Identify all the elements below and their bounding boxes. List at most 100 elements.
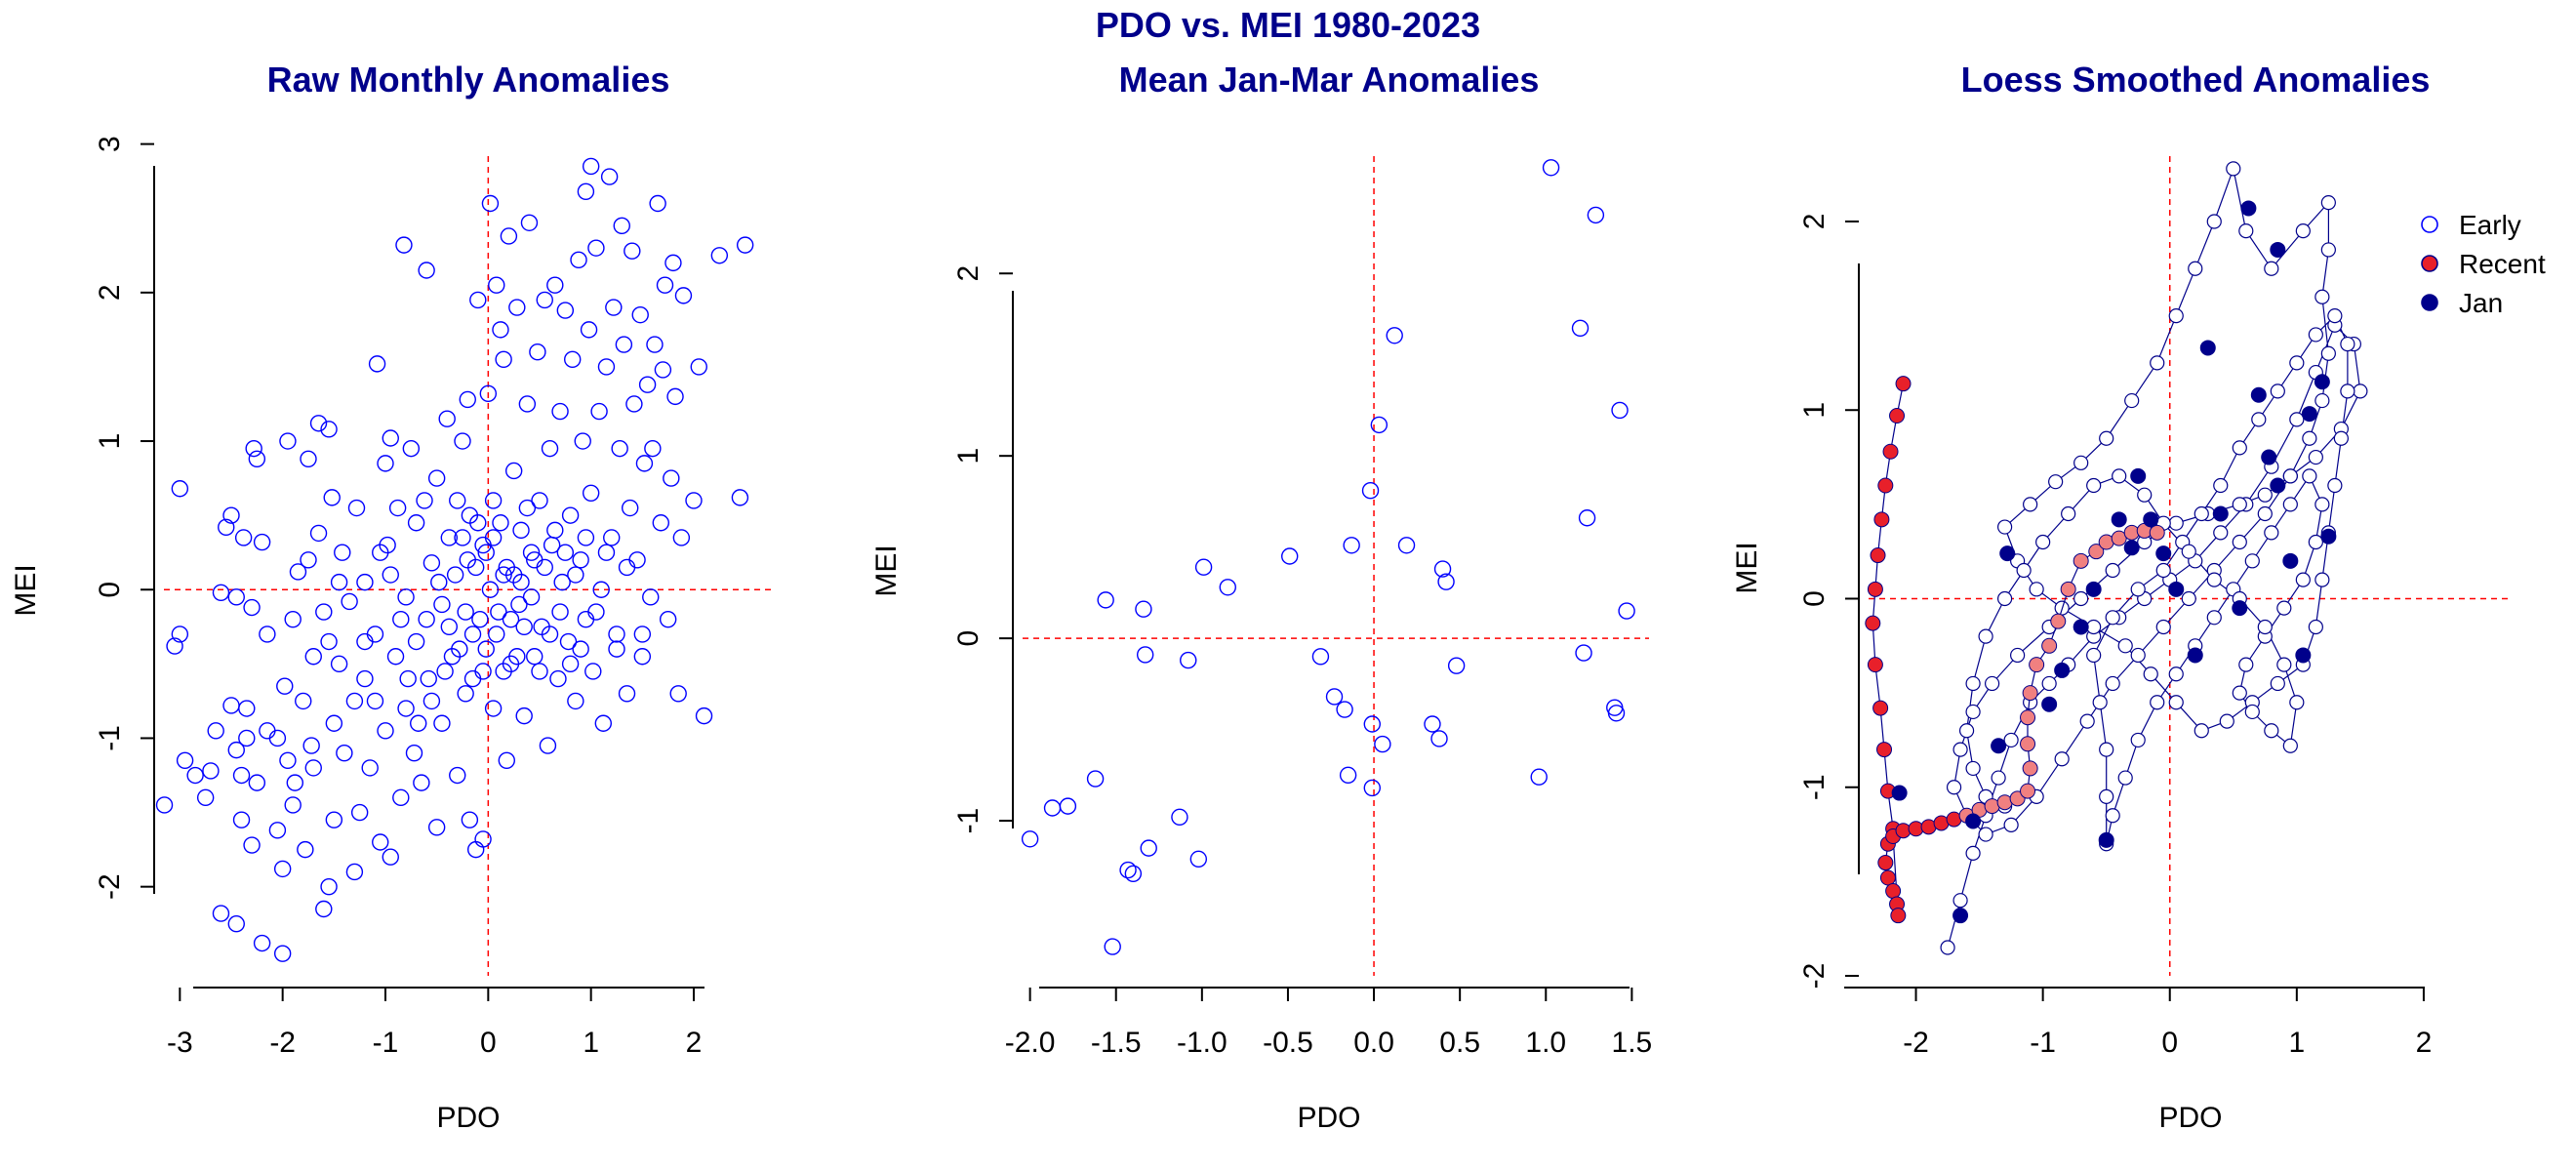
data-point — [382, 848, 399, 866]
data-point — [454, 432, 471, 450]
data-point — [1447, 657, 1466, 674]
early-point — [2320, 195, 2336, 211]
data-point — [238, 700, 256, 717]
early-point — [2086, 647, 2102, 664]
data-point — [1618, 602, 1635, 620]
early-point — [2105, 675, 2120, 692]
data-point — [638, 376, 657, 393]
y-tick-label: 0 — [1798, 590, 1831, 607]
data-point — [621, 499, 639, 517]
data-point — [212, 905, 230, 922]
data-point — [1397, 537, 1416, 554]
data-point — [492, 514, 509, 532]
data-point — [345, 863, 364, 881]
data-point — [500, 227, 518, 245]
data-point — [561, 506, 580, 524]
early-point — [2232, 497, 2247, 512]
data-point — [551, 402, 569, 421]
data-point — [438, 410, 456, 427]
data-point — [171, 626, 189, 643]
data-point — [481, 194, 500, 213]
data-point — [695, 707, 713, 725]
data-point — [633, 626, 652, 643]
early-point — [2099, 788, 2114, 805]
data-point — [330, 573, 348, 591]
y-tick-label: 3 — [94, 136, 126, 152]
data-point — [345, 692, 364, 710]
early-point — [2232, 685, 2247, 701]
early-point — [2092, 695, 2108, 710]
early-point — [2035, 534, 2051, 550]
early-point — [2155, 562, 2171, 579]
early-point — [2117, 770, 2133, 786]
y-tick-label: -1 — [1798, 774, 1831, 800]
data-point — [608, 626, 625, 643]
early-point — [2054, 751, 2070, 767]
early-point — [2130, 732, 2146, 748]
data-point — [669, 685, 687, 703]
data-point — [649, 194, 666, 213]
early-point — [2276, 657, 2292, 672]
early-point — [2264, 261, 2279, 276]
data-point — [1611, 401, 1629, 420]
data-point — [495, 350, 512, 369]
data-point — [304, 648, 322, 666]
data-point — [248, 774, 266, 791]
data-point — [471, 610, 489, 628]
panel1-points — [155, 157, 754, 962]
data-point — [597, 358, 616, 376]
data-point — [561, 655, 580, 673]
data-point — [457, 685, 474, 703]
data-point — [659, 610, 677, 628]
data-point — [436, 663, 454, 680]
data-point — [234, 529, 253, 546]
early-point — [2232, 440, 2247, 456]
jan-point — [2123, 540, 2140, 556]
early-point — [2314, 497, 2330, 512]
x-tick-label: 0 — [2161, 1027, 2178, 1059]
early-point — [2003, 732, 2019, 748]
data-point — [481, 581, 500, 598]
recent-point — [2088, 544, 2105, 560]
early-point — [2282, 497, 2298, 512]
data-point — [284, 796, 302, 814]
jan-point — [2232, 600, 2248, 617]
panel1-y-ticks: -2 -1 0 1 2 3 — [94, 136, 154, 900]
data-point — [490, 603, 507, 621]
data-point — [1587, 206, 1605, 224]
x-tick-label: 0.5 — [1439, 1027, 1480, 1059]
panel-loess-smoothed: Loess Smoothed Anomalies -2 -1 0 1 2 -2 -1 0 1 2… — [1731, 60, 2546, 1134]
early-point — [1965, 675, 1981, 692]
data-point — [508, 299, 526, 316]
early-point — [2270, 675, 2285, 692]
data-point — [459, 390, 476, 409]
early-point — [2168, 666, 2184, 682]
data-point — [1059, 797, 1077, 815]
data-point — [407, 632, 425, 651]
data-point — [1140, 839, 1157, 857]
jan-point — [2098, 831, 2114, 848]
early-point — [2010, 647, 2026, 664]
jan-point — [1991, 738, 2007, 754]
data-point — [570, 251, 587, 269]
early-point — [2117, 638, 2133, 654]
data-point — [1325, 688, 1344, 706]
jan-point — [2041, 696, 2058, 712]
data-point — [539, 737, 557, 754]
panel3-y-ticks: -2 -1 0 1 2 — [1798, 214, 1859, 989]
recent-point — [2022, 685, 2038, 702]
early-point — [2320, 345, 2336, 361]
x-tick-label: 1 — [2288, 1027, 2305, 1059]
data-point — [690, 358, 707, 376]
data-point — [461, 506, 479, 524]
panel1-y-axis-label: MEI — [10, 564, 42, 616]
data-point — [556, 544, 575, 561]
data-point — [644, 439, 662, 458]
early-point — [2308, 619, 2323, 635]
data-point — [463, 669, 482, 688]
early-point — [2099, 742, 2114, 757]
data-point — [276, 677, 294, 695]
data-point — [529, 343, 546, 361]
data-point — [466, 558, 485, 577]
data-point — [227, 588, 245, 606]
